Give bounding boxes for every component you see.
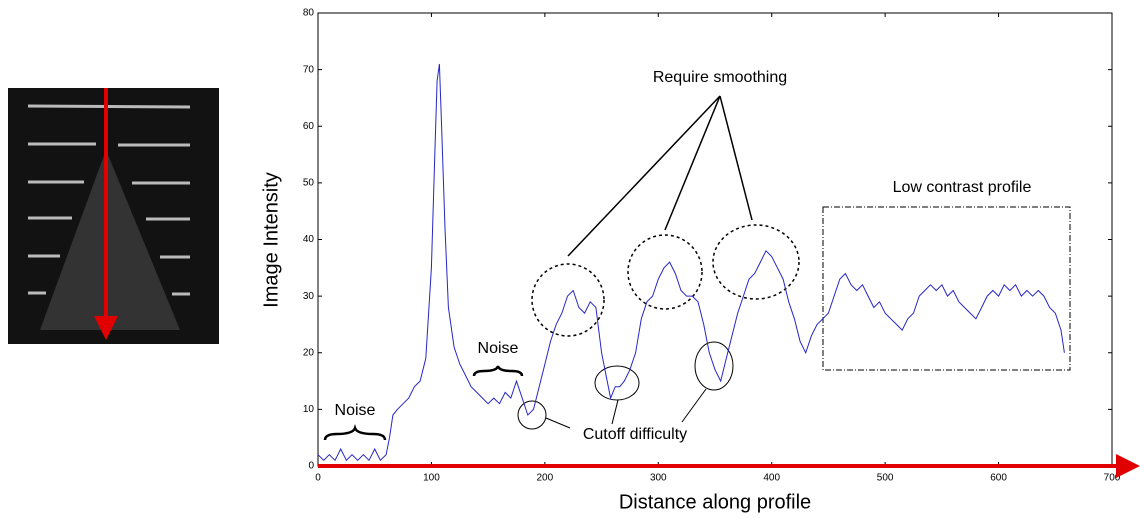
x-tick-label: 700 [1104, 473, 1121, 484]
y-tick-label: 20 [303, 347, 315, 358]
annotation: Cutoff difficulty [583, 426, 687, 443]
x-tick-label: 100 [423, 473, 440, 484]
intensity-line [317, 63, 1065, 462]
y-tick-label: 80 [303, 8, 315, 19]
y-tick-label: 0 [308, 461, 314, 472]
y-tick-label: 30 [303, 291, 315, 302]
x-tick-label: 0 [315, 473, 321, 484]
y-axis-label: Image Intensity [260, 172, 282, 308]
x-tick-label: 200 [537, 473, 554, 484]
profile-image [8, 88, 219, 344]
annotation: Require smoothing [653, 69, 787, 86]
y-tick-label: 60 [303, 121, 315, 132]
annotation: Noise [335, 402, 376, 419]
y-tick-label: 50 [303, 178, 315, 189]
x-tick-label: 600 [990, 473, 1007, 484]
annotation-shapes [323, 95, 1071, 441]
x-tick-label: 400 [763, 473, 780, 484]
y-tick-label: 10 [303, 404, 315, 415]
y-tick-label: 70 [303, 64, 315, 75]
x-tick-label: 500 [877, 473, 894, 484]
y-tick-label: 40 [303, 234, 315, 245]
x-axis-label: Distance along profile [619, 491, 811, 513]
annotation: Low contrast profile [893, 179, 1032, 196]
annotation: Noise [478, 340, 519, 357]
x-tick-label: 300 [650, 473, 667, 484]
